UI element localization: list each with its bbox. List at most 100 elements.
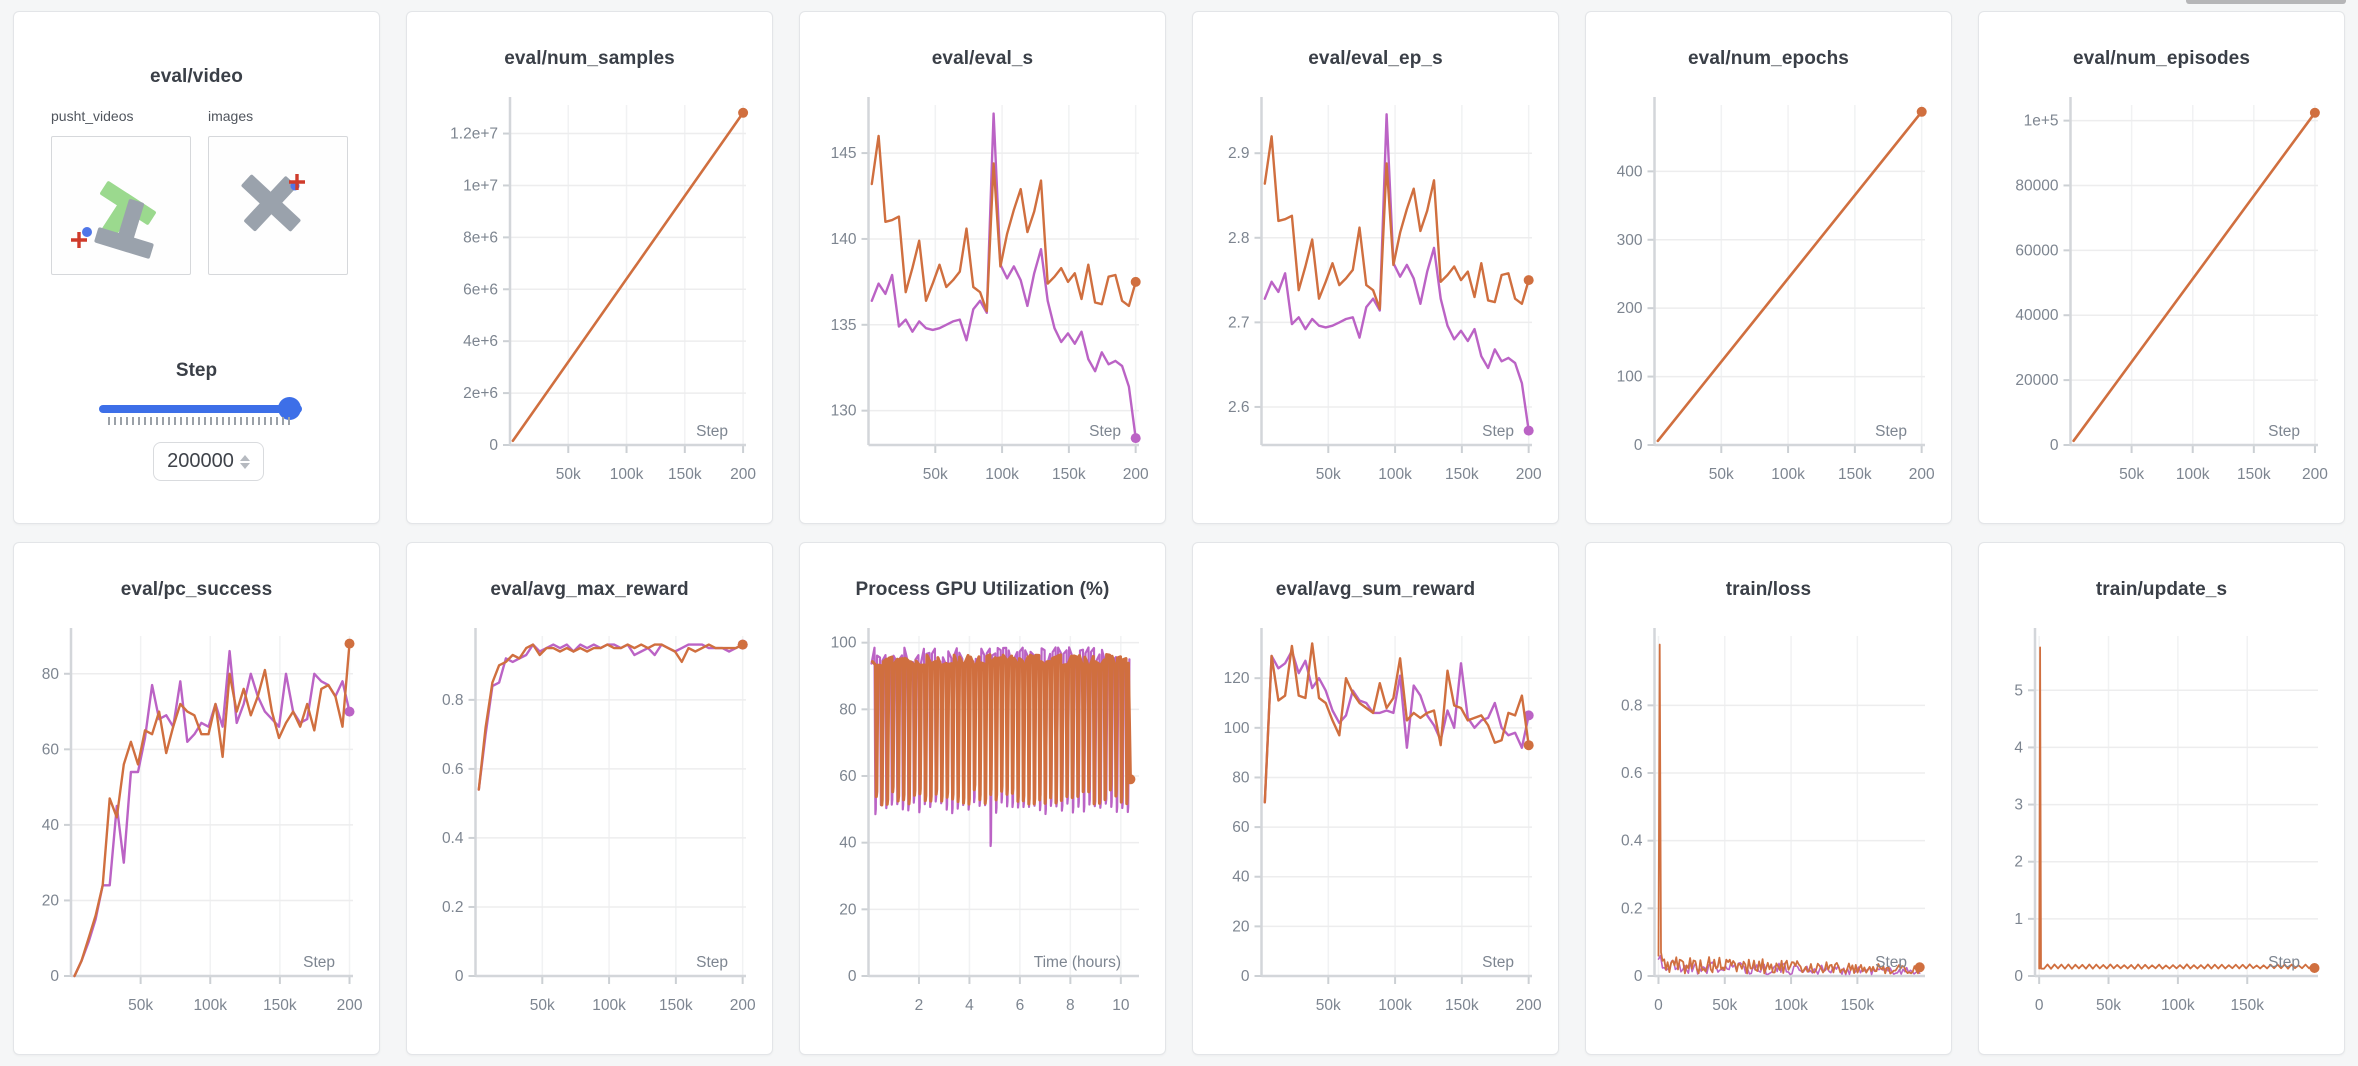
panel-eval-video: eval/video pusht_videos images: [13, 11, 380, 524]
panel-eval-num-epochs: eval/num_epochs 50k 100k 150k 200 0 100 200 300…: [1585, 11, 1952, 524]
x-tick-label: 200: [1909, 466, 1935, 483]
y-tick-label: 0.8: [1621, 697, 1643, 714]
panel-eval-avg-max-reward: eval/avg_max_reward 50k 100k 150k 200 0 0.2 0.…: [406, 542, 773, 1055]
panel-train-update-s: train/update_s 0 50k 100k 150k 0 1 2 3 4 5 Step: [1978, 542, 2345, 1055]
y-tick-label: 80: [42, 666, 60, 683]
panel-title: eval/num_samples: [504, 48, 675, 69]
video-thumbnail-pusht[interactable]: [51, 136, 191, 275]
y-tick-label: 0: [50, 968, 59, 985]
series-line-run-orange: [1656, 110, 1924, 443]
step-slider-track[interactable]: [99, 405, 302, 413]
chart-eval-num-samples[interactable]: 50k 100k 150k 200 0 2e+6 4e+6 6e+6 8e+6 1e+7 1.2e+…: [407, 82, 773, 518]
y-tick-label: 200: [1617, 300, 1643, 317]
series-line-run-purple: [870, 112, 1137, 440]
grid: [1654, 636, 1925, 976]
images-scene: [241, 174, 305, 232]
x-tick-label: 200: [1123, 466, 1149, 483]
y-tick-label: 40: [839, 835, 857, 852]
chart-eval-eval-s[interactable]: 50k 100k 150k 200 130 135 140 145 Step: [800, 82, 1166, 518]
series-group: [1263, 642, 1534, 804]
axes: [2028, 628, 2318, 984]
y-tick-label: 100: [1617, 369, 1643, 386]
axis-labels: 50k 100k 150k 200 0 2e+6 4e+6 6e+6 8e+6 1e+7 1.2e+…: [450, 126, 756, 483]
x-tick-label: 50k: [556, 466, 581, 483]
x-tick-label: 10: [1112, 997, 1130, 1014]
decrement-icon[interactable]: [239, 462, 250, 469]
video-thumbnail-images[interactable]: [208, 136, 348, 275]
stepper-arrows[interactable]: [239, 454, 250, 469]
x-tick-label: 50k: [2096, 997, 2121, 1014]
y-tick-label: 0.2: [442, 899, 464, 916]
x-tick-label: 200: [1516, 466, 1542, 483]
series-endpoint-dot-run-orange: [738, 107, 749, 118]
increment-icon[interactable]: [239, 454, 250, 461]
x-tick-label: 100k: [193, 997, 227, 1014]
series-endpoint-dot-run-orange: [1130, 276, 1141, 287]
chart-eval-num-epochs[interactable]: 50k 100k 150k 200 0 100 200 300 400 Step: [1586, 82, 1952, 518]
y-tick-label: 40: [42, 817, 60, 834]
x-tick-label: 100k: [1774, 997, 1808, 1014]
panel-eval-eval-s: eval/eval_s 50k 100k 150k 200 130 135 140 145 St…: [799, 11, 1166, 524]
y-tick-label: 0: [1241, 968, 1250, 985]
series-group: [2038, 646, 2320, 973]
axis-labels: 50k 100k 150k 200 0 100 200 300 400 Step: [1617, 163, 1935, 483]
y-tick-label: 40000: [2015, 307, 2058, 324]
axis-labels: 50k 100k 150k 200 0 0.2 0.4 0.6 0.8 Step: [442, 692, 756, 1014]
chart-eval-avg-max-reward[interactable]: 50k 100k 150k 200 0 0.2 0.4 0.6 0.8 Step: [407, 613, 773, 1049]
axes: [1254, 628, 1532, 984]
series-line-run-orange: [73, 642, 351, 978]
panel-title: train/update_s: [2095, 579, 2228, 600]
x-tick-label: 150k: [1838, 466, 1872, 483]
y-tick-label: 2e+6: [463, 385, 498, 402]
x-tick-label: 2: [915, 997, 924, 1014]
chart-eval-pc-success[interactable]: 50k 100k 150k 200 0 20 40 60 80 Step: [14, 613, 380, 1049]
y-tick-label: 0.6: [1621, 765, 1643, 782]
axes: [2063, 97, 2318, 453]
y-tick-label: 0: [1634, 437, 1643, 454]
series-endpoint-dot-run-orange: [1523, 275, 1534, 286]
y-tick-label: 4: [2014, 739, 2023, 756]
y-tick-label: 20: [1232, 918, 1250, 935]
x-tick-label: 50k: [1712, 997, 1737, 1014]
y-tick-label: 0: [2050, 437, 2059, 454]
chart-train-update-s[interactable]: 0 50k 100k 150k 0 1 2 3 4 5 Step: [1979, 613, 2345, 1049]
step-number-input[interactable]: 200000: [153, 442, 264, 481]
chart-eval-avg-sum-reward[interactable]: 50k 100k 150k 200 0 20 40 60 80 100 120 Step: [1193, 613, 1559, 1049]
axes: [503, 97, 746, 453]
thumb-label-images: images: [208, 108, 254, 124]
axis-labels: 0 50k 100k 150k 0 0.2 0.4 0.6 0.8 Step: [1621, 697, 1907, 1014]
series-group: [1656, 106, 1927, 443]
x-tick-label: 150k: [1841, 997, 1875, 1014]
y-tick-label: 135: [831, 317, 857, 334]
y-tick-label: 2: [2014, 854, 2023, 871]
panel-grid: eval/video pusht_videos images: [13, 11, 2345, 1055]
x-tick-label: 150k: [1445, 997, 1479, 1014]
y-tick-label: 2.7: [1228, 314, 1250, 331]
thumb-label-pusht-videos: pusht_videos: [51, 108, 134, 124]
x-tick-label: 8: [1066, 997, 1075, 1014]
x-tick-label: 200: [730, 997, 756, 1014]
panel-gpu-utilization: Process GPU Utilization (%) 2 4 6 8 10 0 20 40 6…: [799, 542, 1166, 1055]
x-axis-title: Step: [2268, 954, 2300, 971]
x-axis-title: Step: [1482, 423, 1514, 440]
chart-eval-eval-ep-s[interactable]: 50k 100k 150k 200 2.6 2.7 2.8 2.9 Step: [1193, 82, 1559, 518]
y-tick-label: 80: [839, 701, 857, 718]
axes: [64, 628, 353, 984]
x-axis-title: Step: [1089, 423, 1121, 440]
step-slider-handle[interactable]: [278, 397, 301, 420]
y-tick-label: 3: [2014, 797, 2023, 814]
chart-eval-num-episodes[interactable]: 50k 100k 150k 200 0 20000 40000 60000 80000 1e+5 S…: [1979, 82, 2345, 518]
y-tick-label: 0: [2014, 968, 2023, 985]
chart-train-loss[interactable]: 0 50k 100k 150k 0 0.2 0.4 0.6 0.8 Step: [1586, 613, 1952, 1049]
y-tick-label: 40: [1232, 869, 1250, 886]
series-endpoint-dot-run-orange: [1125, 774, 1136, 785]
y-tick-label: 0.4: [1621, 833, 1643, 850]
x-axis-title: Step: [2268, 423, 2300, 440]
x-tick-label: 50k: [923, 466, 948, 483]
y-tick-label: 80000: [2015, 177, 2058, 194]
x-tick-label: 100k: [2176, 466, 2210, 483]
step-value: 200000: [167, 450, 234, 472]
y-tick-label: 0.8: [442, 692, 464, 709]
